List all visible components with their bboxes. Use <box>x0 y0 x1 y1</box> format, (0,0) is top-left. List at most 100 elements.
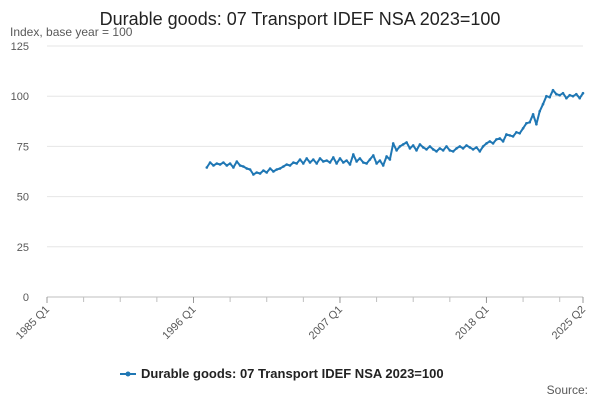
data-point[interactable] <box>495 138 498 141</box>
data-point[interactable] <box>411 144 415 147</box>
data-point[interactable] <box>435 150 438 153</box>
data-point[interactable] <box>388 158 392 161</box>
data-point[interactable] <box>232 166 235 169</box>
data-point[interactable] <box>505 133 508 136</box>
data-point[interactable] <box>395 149 398 152</box>
data-point[interactable] <box>252 173 255 176</box>
data-point[interactable] <box>521 127 525 130</box>
data-point[interactable] <box>571 94 575 98</box>
data-point[interactable] <box>441 149 445 152</box>
data-point[interactable] <box>565 96 568 100</box>
data-point[interactable] <box>448 149 452 152</box>
data-point[interactable] <box>225 164 229 167</box>
data-point[interactable] <box>561 91 565 95</box>
data-point[interactable] <box>478 150 482 153</box>
data-point[interactable] <box>531 113 535 116</box>
data-point[interactable] <box>415 149 418 152</box>
data-point[interactable] <box>305 157 309 160</box>
data-point[interactable] <box>292 161 295 164</box>
data-point[interactable] <box>248 168 252 171</box>
data-point[interactable] <box>288 164 292 167</box>
data-point[interactable] <box>581 91 585 95</box>
data-point[interactable] <box>315 162 319 165</box>
data-point[interactable] <box>508 134 512 137</box>
data-point[interactable] <box>378 159 382 162</box>
data-point[interactable] <box>362 161 365 164</box>
data-point[interactable] <box>528 121 531 124</box>
data-point[interactable] <box>308 161 312 164</box>
data-point[interactable] <box>285 163 289 166</box>
data-point[interactable] <box>322 160 325 163</box>
data-point[interactable] <box>208 161 212 164</box>
data-point[interactable] <box>398 145 402 148</box>
data-point[interactable] <box>578 96 581 100</box>
data-point[interactable] <box>558 93 561 97</box>
data-point[interactable] <box>338 157 342 160</box>
data-point[interactable] <box>278 167 282 170</box>
data-point[interactable] <box>312 158 315 161</box>
data-point[interactable] <box>365 162 368 165</box>
data-point[interactable] <box>545 94 548 98</box>
data-point[interactable] <box>381 164 385 167</box>
data-point[interactable] <box>468 146 472 149</box>
data-point[interactable] <box>218 163 222 166</box>
data-point[interactable] <box>302 162 305 165</box>
data-point[interactable] <box>491 142 495 145</box>
data-point[interactable] <box>228 162 232 165</box>
data-point[interactable] <box>368 158 372 161</box>
data-point[interactable] <box>335 162 338 165</box>
data-point[interactable] <box>258 172 262 175</box>
data-point[interactable] <box>332 156 335 159</box>
data-point[interactable] <box>272 170 275 173</box>
data-point[interactable] <box>342 161 345 164</box>
data-point[interactable] <box>465 144 468 147</box>
data-point[interactable] <box>475 146 478 149</box>
data-point[interactable] <box>458 145 462 148</box>
data-point[interactable] <box>518 132 521 135</box>
data-point[interactable] <box>428 145 432 148</box>
data-point[interactable] <box>282 165 285 168</box>
data-point[interactable] <box>568 93 571 97</box>
data-point[interactable] <box>538 110 541 113</box>
series-line[interactable] <box>205 89 584 176</box>
data-point[interactable] <box>431 148 435 151</box>
data-point[interactable] <box>425 148 428 151</box>
data-point[interactable] <box>548 95 551 99</box>
data-point[interactable] <box>295 162 299 165</box>
data-point[interactable] <box>372 154 375 157</box>
data-point[interactable] <box>212 164 215 167</box>
data-point[interactable] <box>421 146 425 149</box>
data-point[interactable] <box>358 157 362 160</box>
data-point[interactable] <box>205 166 209 169</box>
data-point[interactable] <box>461 147 465 150</box>
data-point[interactable] <box>418 143 422 146</box>
data-point[interactable] <box>511 135 515 138</box>
data-point[interactable] <box>445 145 448 148</box>
data-point[interactable] <box>352 153 355 156</box>
data-point[interactable] <box>438 147 442 150</box>
data-point[interactable] <box>471 148 475 151</box>
data-point[interactable] <box>268 167 272 170</box>
data-point[interactable] <box>385 155 388 158</box>
legend[interactable]: Durable goods: 07 Transport IDEF NSA 202… <box>120 366 444 381</box>
data-point[interactable] <box>245 167 249 170</box>
data-point[interactable] <box>515 131 518 134</box>
data-point[interactable] <box>348 163 352 166</box>
data-point[interactable] <box>265 171 269 174</box>
data-point[interactable] <box>238 164 242 167</box>
data-point[interactable] <box>498 137 502 140</box>
data-point[interactable] <box>262 169 265 172</box>
data-point[interactable] <box>242 165 245 168</box>
data-point[interactable] <box>455 147 458 150</box>
data-point[interactable] <box>401 143 405 146</box>
data-point[interactable] <box>375 162 378 165</box>
data-point[interactable] <box>488 140 492 143</box>
data-point[interactable] <box>255 171 258 174</box>
data-point[interactable] <box>318 157 322 160</box>
data-point[interactable] <box>355 160 358 163</box>
data-point[interactable] <box>408 147 412 150</box>
data-point[interactable] <box>535 123 538 126</box>
data-point[interactable] <box>391 142 395 145</box>
data-point[interactable] <box>551 88 555 92</box>
data-point[interactable] <box>501 140 505 143</box>
